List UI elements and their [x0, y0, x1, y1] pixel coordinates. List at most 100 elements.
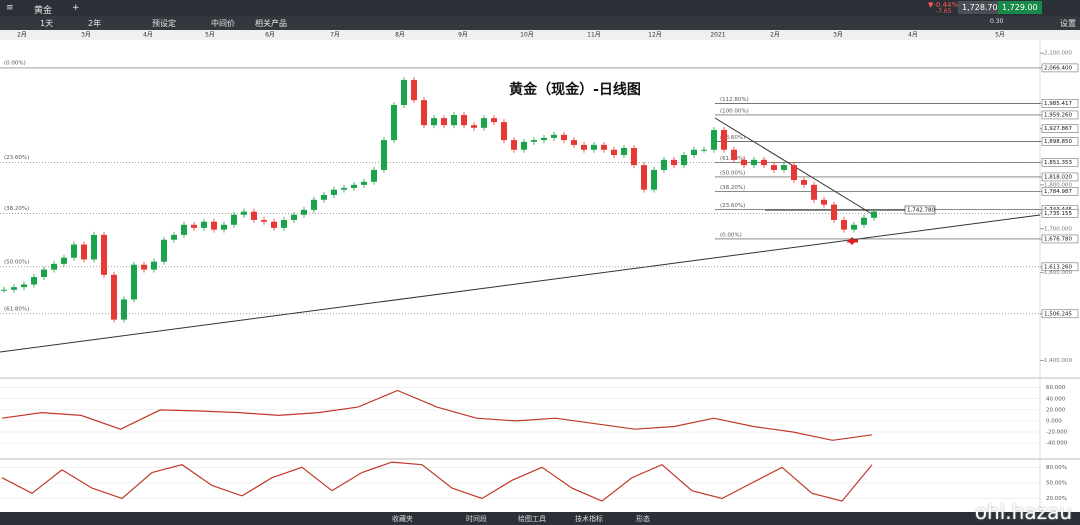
y-tick-label: -20.000: [1046, 430, 1068, 436]
candle-body: [811, 184, 817, 200]
candle-body: [271, 221, 277, 228]
candle-body: [791, 165, 797, 181]
candle-body: [581, 144, 587, 150]
candle-body: [421, 100, 427, 126]
candle-body: [481, 118, 487, 128]
interval[interactable]: 1天: [40, 19, 54, 28]
candle-body: [141, 264, 147, 270]
time-label: 7月: [330, 32, 340, 39]
candle-body: [821, 199, 827, 205]
y-tick-label: 1,851.353: [1044, 160, 1072, 166]
candle-body: [641, 165, 647, 190]
time-label: 6月: [265, 32, 275, 39]
candle-body: [361, 181, 367, 185]
y-tick-label: 1,735.155: [1044, 211, 1072, 217]
candle-body: [161, 239, 167, 262]
candle-body: [381, 140, 387, 170]
menu-icon[interactable]: ≡: [6, 3, 14, 13]
sell-price[interactable]: 1,728.70: [958, 1, 1002, 14]
tick-box: [1041, 124, 1079, 133]
candle-body: [471, 125, 477, 128]
y-tick-label: 1,506.245: [1044, 311, 1072, 317]
instrument[interactable]: 黄金: [34, 6, 53, 16]
candle-body: [751, 159, 757, 166]
tick-box: [1041, 309, 1079, 319]
fib-label: (50.00%): [4, 259, 29, 265]
candle-body: [411, 79, 417, 101]
candle-body: [701, 149, 707, 151]
candle-body: [261, 219, 267, 222]
y-tick-label: 0.000: [1046, 418, 1062, 424]
candle-body: [331, 189, 337, 195]
candle-body: [11, 287, 17, 290]
time-label: 3月: [833, 32, 843, 39]
candle-body: [661, 159, 667, 170]
y-tick-label: 1,818.020: [1044, 174, 1072, 180]
candle-body: [531, 140, 537, 142]
candle-body: [861, 217, 867, 225]
candle-body: [241, 211, 247, 215]
candle-body: [441, 118, 447, 126]
fib-label: (112.80%): [720, 97, 749, 103]
tab[interactable]: 收藏夹: [392, 515, 413, 523]
add-tab[interactable]: +: [72, 3, 80, 13]
y-tick-label: 1,800.000: [1044, 182, 1072, 188]
fib-label: (78.60%): [720, 135, 745, 141]
candle-body: [71, 244, 77, 258]
candle-body: [831, 204, 837, 220]
candle-body: [171, 234, 177, 240]
watermark: ohi.hazau: [974, 500, 1072, 524]
candle-body: [841, 219, 847, 230]
midprice[interactable]: 中间价: [211, 19, 235, 28]
y-tick-label: -40.000: [1046, 441, 1068, 447]
y-tick-label: 1,959.260: [1044, 112, 1072, 118]
tick-box: [1041, 209, 1079, 218]
stoch-line: [1, 461, 873, 502]
fib-label: (23.60%): [4, 155, 29, 161]
fib-label: (38.20%): [720, 185, 745, 191]
tick-box: [1041, 172, 1079, 182]
title-bar: ≡ 黄金 + ▼-0.44% -7.65 1,728.70 1,729.00: [0, 0, 1080, 16]
candle-body: [871, 211, 877, 218]
time-axis-band: [0, 30, 1080, 40]
buy-price[interactable]: 1,729.00: [998, 1, 1042, 14]
candle-body: [401, 79, 407, 105]
time-label: 3月: [81, 32, 91, 39]
change: ▼-0.44%: [928, 1, 959, 9]
tab[interactable]: 绘图工具: [518, 515, 546, 523]
tick-box: [1041, 234, 1079, 244]
candle-body: [211, 221, 217, 230]
candle-body: [41, 269, 47, 278]
tick-box: [1041, 63, 1079, 73]
tick-box: [1041, 137, 1079, 146]
candle-body: [181, 224, 187, 235]
candle-body: [691, 149, 697, 156]
fib-label: (0.00%): [720, 232, 742, 238]
candle-body: [321, 194, 327, 200]
tick-box: [1041, 158, 1079, 167]
tab[interactable]: 技术指标: [575, 515, 603, 523]
candle-body: [511, 140, 517, 150]
settings[interactable]: 设置: [1060, 19, 1076, 28]
candle-body: [351, 184, 357, 188]
candle-body: [281, 219, 287, 228]
time-label: 4月: [908, 32, 918, 39]
tab[interactable]: 时间段: [466, 515, 487, 523]
candle-body: [801, 180, 807, 185]
candle-body: [771, 165, 777, 170]
candle-body: [601, 144, 607, 150]
related[interactable]: 相关产品: [255, 19, 287, 28]
candle-body: [101, 234, 107, 275]
tab[interactable]: 形态: [636, 515, 650, 523]
y-tick-label: 1,927.867: [1044, 126, 1072, 132]
range[interactable]: 2年: [88, 19, 102, 28]
candle-body: [761, 159, 767, 166]
candle-body: [741, 159, 747, 166]
candle-body: [541, 137, 547, 141]
fib-label: (100.00%): [720, 108, 749, 114]
y-tick-label: 2,100.000: [1044, 51, 1072, 57]
y-tick-label: 60.000: [1046, 385, 1066, 391]
preset[interactable]: 预设定: [152, 19, 176, 28]
candle-body: [301, 209, 307, 215]
y-tick-label: 1,985.417: [1044, 101, 1072, 107]
